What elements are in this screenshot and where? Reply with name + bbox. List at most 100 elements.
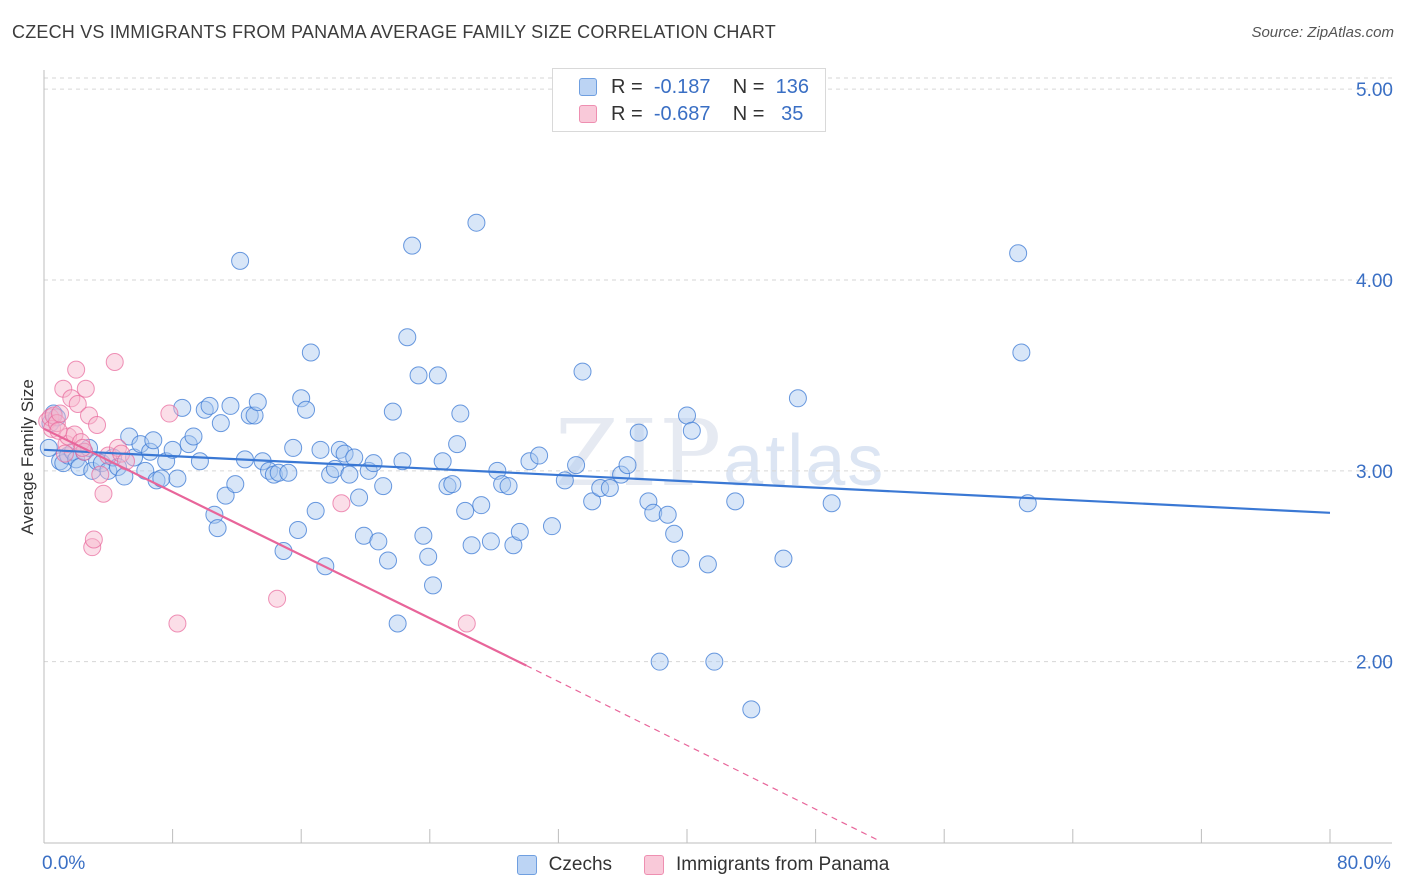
point-czechs — [200, 396, 219, 415]
point-czechs — [448, 435, 467, 454]
point-czechs — [184, 427, 203, 446]
point-czechs — [409, 366, 428, 385]
point-czechs — [398, 328, 417, 347]
point-czechs — [301, 343, 320, 362]
point-czechs — [279, 463, 298, 482]
point-czechs — [345, 448, 364, 467]
point-czechs — [393, 452, 412, 471]
point-czechs — [726, 492, 745, 511]
point-panama — [51, 404, 70, 423]
grid-lines — [44, 77, 1392, 663]
point-czechs — [530, 446, 549, 465]
point-panama — [94, 484, 113, 503]
legend-item-czechs[interactable]: Czechs — [516, 854, 613, 876]
point-czechs — [499, 477, 518, 496]
point-panama — [168, 614, 187, 633]
point-czechs — [414, 526, 433, 545]
point-czechs — [208, 519, 227, 538]
point-panama — [83, 538, 102, 557]
series-legend: Czechs Immigrants from Panama — [0, 852, 1406, 878]
point-czechs — [383, 402, 402, 421]
point-czechs — [321, 465, 340, 484]
point-czechs — [1012, 343, 1031, 362]
legend-n-label: N = — [732, 102, 765, 125]
point-czechs — [742, 700, 761, 719]
point-czechs — [472, 496, 491, 515]
point-czechs — [682, 421, 701, 440]
y-tick-label: 2.00 — [1356, 653, 1393, 674]
point-czechs — [424, 576, 443, 595]
trend-line-panama-extrapolated — [525, 664, 881, 842]
point-panama — [105, 353, 124, 372]
point-czechs — [274, 541, 293, 560]
point-czechs — [168, 469, 187, 488]
legend-swatch-czechs — [579, 78, 597, 96]
y-tick-label: 5.00 — [1356, 80, 1393, 101]
y-tick-label: 4.00 — [1356, 271, 1393, 292]
chart-title: CZECH VS IMMIGRANTS FROM PANAMA AVERAGE … — [12, 22, 776, 42]
point-czechs — [665, 524, 684, 543]
legend-label-panama: Immigrants from Panama — [676, 854, 890, 875]
point-czechs — [520, 452, 539, 471]
point-czechs — [774, 549, 793, 568]
point-czechs — [510, 522, 529, 541]
point-czechs — [292, 389, 311, 408]
point-czechs — [462, 536, 481, 555]
point-czechs — [583, 492, 602, 511]
point-czechs — [306, 501, 325, 520]
point-czechs — [419, 547, 438, 566]
point-czechs — [456, 501, 475, 520]
legend-row-czechs: R = -0.187 N = 136 — [579, 74, 809, 100]
y-axis-label: Average Family Size — [18, 379, 37, 535]
point-panama — [84, 530, 103, 549]
point-panama — [332, 494, 351, 513]
point-czechs — [788, 389, 807, 408]
point-czechs — [650, 652, 669, 671]
point-czechs — [567, 456, 586, 475]
legend-label-czechs: Czechs — [548, 854, 613, 875]
x-tick-label-max: 80.0% — [1337, 853, 1391, 874]
point-panama — [67, 360, 86, 379]
x-tick-label-min: 0.0% — [42, 853, 86, 874]
legend-swatch-panama — [579, 105, 597, 123]
legend-n-value: 35 — [775, 102, 804, 125]
point-czechs — [467, 213, 486, 232]
point-czechs — [678, 406, 696, 425]
point-panama — [268, 589, 287, 608]
series-czechs — [39, 213, 1037, 719]
point-czechs — [644, 503, 663, 522]
legend-r-label: R = — [611, 102, 643, 125]
legend-n-value: 136 — [775, 75, 809, 98]
axes — [43, 70, 1392, 844]
point-czechs — [369, 532, 388, 551]
point-czechs — [629, 423, 648, 442]
point-panama — [55, 444, 74, 463]
point-czechs — [600, 478, 619, 497]
point-czechs — [297, 400, 316, 419]
legend-swatch-panama — [644, 855, 665, 875]
point-czechs — [240, 406, 259, 425]
point-czechs — [269, 463, 288, 482]
point-czechs — [350, 488, 369, 507]
point-czechs — [705, 652, 724, 671]
point-czechs — [481, 532, 500, 551]
point-czechs — [144, 431, 163, 450]
point-czechs — [443, 475, 462, 494]
point-czechs — [364, 454, 383, 473]
point-panama — [88, 416, 107, 435]
point-czechs — [671, 549, 690, 568]
point-czechs — [822, 494, 841, 513]
point-czechs — [618, 456, 637, 475]
point-panama — [68, 395, 87, 414]
point-czechs — [311, 440, 330, 459]
point-panama — [457, 614, 476, 633]
legend-item-panama[interactable]: Immigrants from Panama — [644, 854, 889, 876]
legend-r-label: R = — [611, 75, 643, 98]
legend-row-panama: R = -0.687 N = 35 — [579, 101, 803, 127]
point-czechs — [288, 520, 307, 539]
point-panama — [91, 465, 110, 484]
point-czechs — [388, 614, 407, 633]
point-panama — [43, 419, 62, 438]
trend-line-panama — [43, 427, 527, 667]
